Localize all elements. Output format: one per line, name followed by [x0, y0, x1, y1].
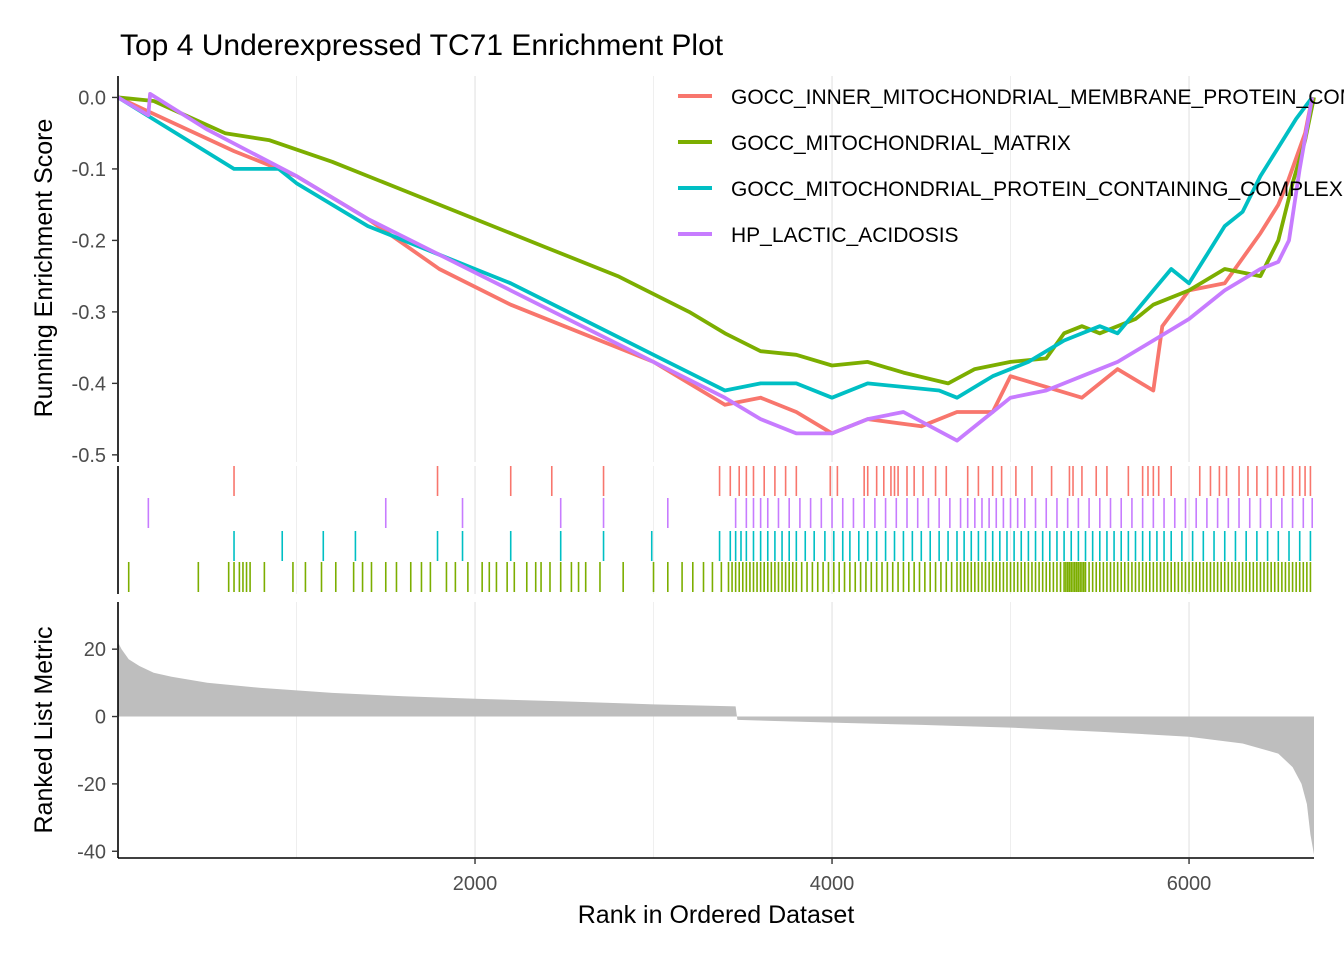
x-tick-label: 6000 [1167, 873, 1212, 895]
score-lines [117, 92, 1316, 443]
x-axis-label: Rank in Ordered Dataset [578, 901, 855, 929]
legend-label: GOCC_MITOCHONDRIAL_PROTEIN_CONTAINING_CO… [731, 178, 1343, 201]
metric-gridlines [296, 602, 1190, 858]
metric-y-ticks: 20 0 -20 -40 [77, 639, 118, 863]
x-tick-label: 4000 [810, 873, 855, 895]
score-y-tick-label: -0.1 [72, 159, 106, 181]
x-tick-label: 2000 [453, 873, 498, 895]
score-y-ticks: 0.0 -0.1 -0.2 -0.3 -0.4 -0.5 [72, 87, 118, 467]
score-y-tick-label: 0.0 [78, 87, 106, 109]
chart-title: Top 4 Underexpressed TC71 Enrichment Plo… [120, 29, 724, 62]
x-ticks: 2000 4000 6000 [453, 858, 1212, 895]
score-y-tick-label: -0.5 [72, 445, 106, 467]
legend-label: HP_LACTIC_ACIDOSIS [731, 224, 959, 247]
rug-marks [127, 466, 1314, 592]
score-line [117, 95, 1316, 386]
score-line [117, 95, 1315, 436]
metric-y-tick-label: 20 [84, 639, 106, 661]
running-score-panel: 0.0 -0.1 -0.2 -0.3 -0.4 -0.5 Running Enrichme… [30, 76, 1344, 467]
metric-y-tick-label: 0 [95, 707, 106, 729]
legend-label: GOCC_INNER_MITOCHONDRIAL_MEMBRANE_PROTEI… [731, 86, 1344, 109]
score-y-tick-label: -0.4 [72, 373, 106, 395]
metric-y-tick-label: -20 [77, 774, 106, 796]
legend-label: GOCC_MITOCHONDRIAL_MATRIX [731, 132, 1071, 155]
score-y-axis-label: Running Enrichment Score [30, 119, 58, 418]
gene-hit-rug-panel [117, 466, 1314, 594]
metric-y-tick-label: -40 [77, 841, 106, 863]
score-line [117, 92, 1315, 443]
score-y-tick-label: -0.2 [72, 230, 106, 252]
score-y-tick-label: -0.3 [72, 302, 106, 324]
ranked-metric-panel: 20 0 -20 -40 2000 4000 6000 Ranked List Metri… [30, 602, 1314, 929]
legend: GOCC_INNER_MITOCHONDRIAL_MEMBRANE_PROTEI… [678, 86, 1344, 247]
metric-y-axis-label: Ranked List Metric [30, 626, 58, 833]
